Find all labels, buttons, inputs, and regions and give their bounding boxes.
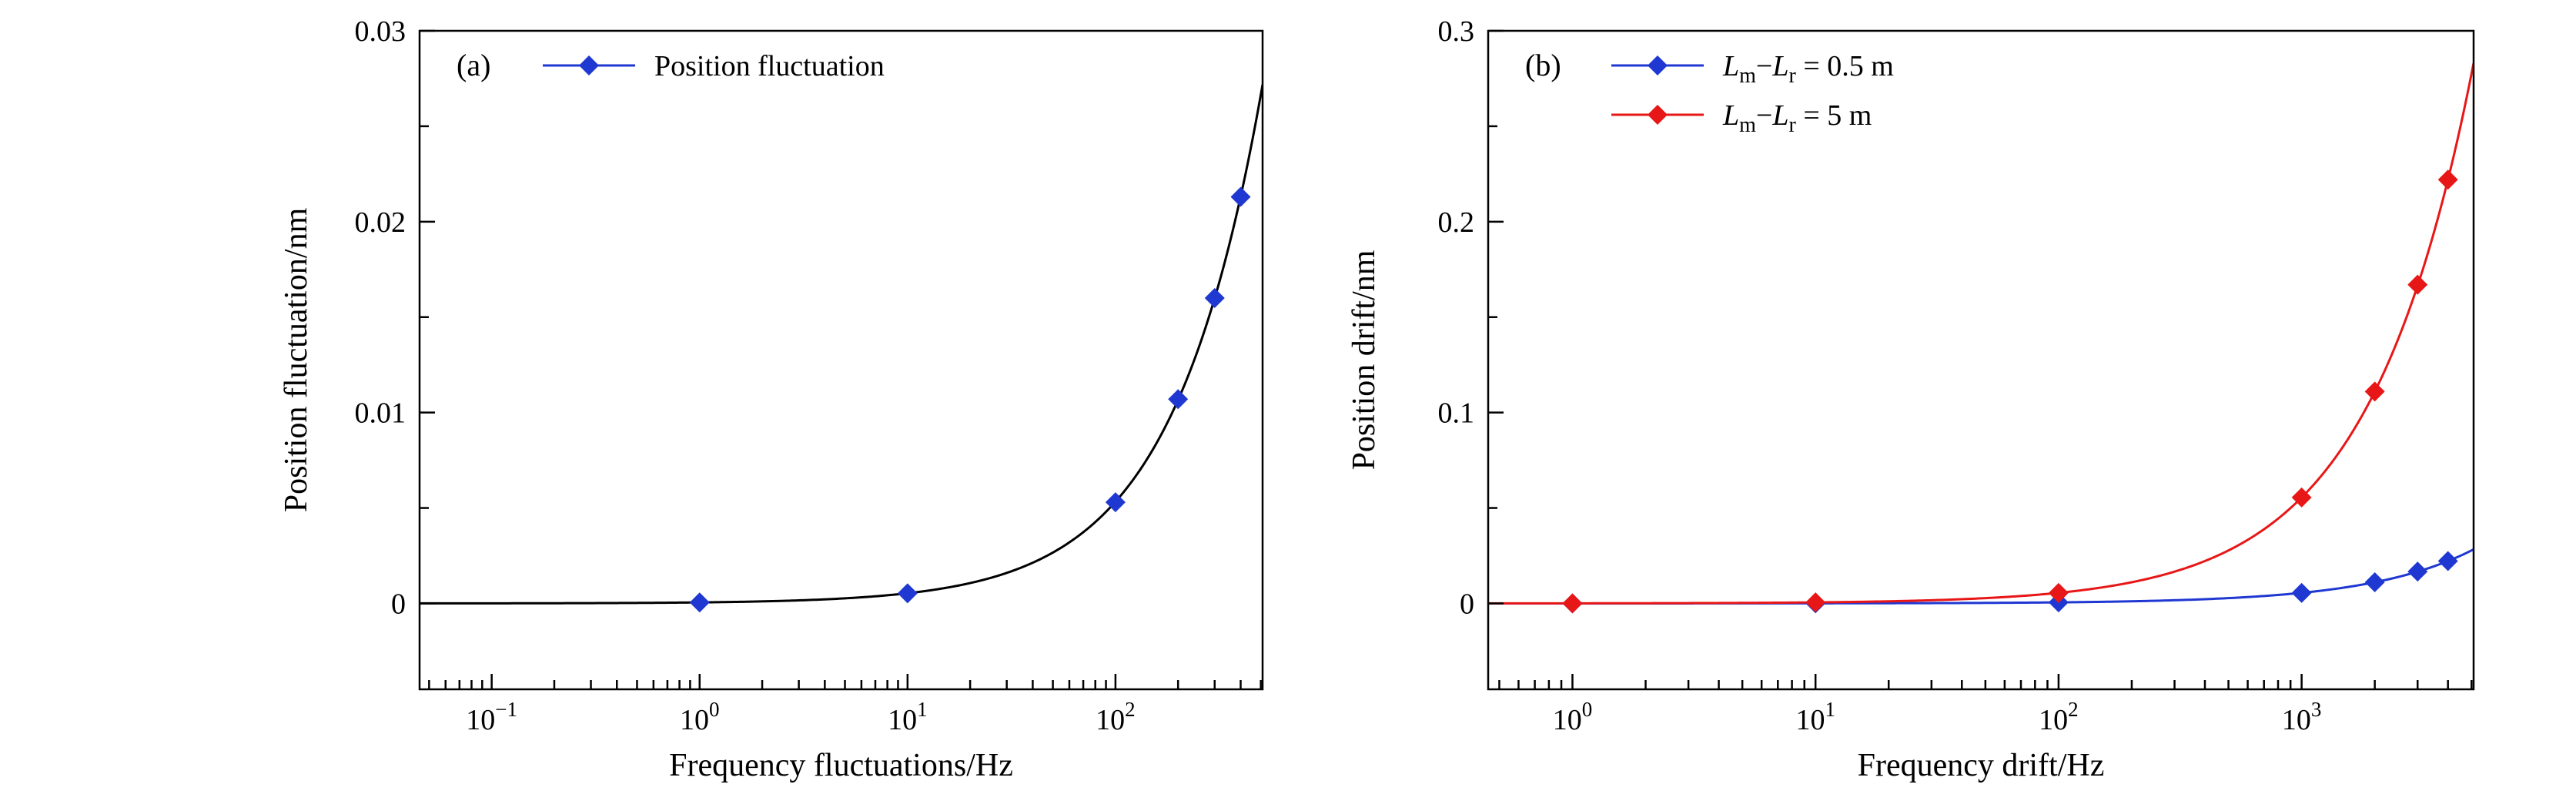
x-axis-title: Frequency fluctuations/Hz bbox=[669, 748, 1013, 783]
data-point-diamond bbox=[1204, 287, 1225, 308]
data-point-diamond bbox=[2407, 274, 2428, 295]
panel-b-chart: 100 101 102 103 0 0.1 0.2 0.3 Frequency drift/Hz… bbox=[1347, 15, 2475, 783]
x-tick-label: 101 bbox=[1795, 698, 1835, 736]
axis-tick-labels: 10−1 100 101 102 0 0.01 0.02 0.03 bbox=[355, 15, 1136, 736]
legend-marker bbox=[1648, 105, 1668, 125]
data-point-diamond bbox=[2364, 381, 2385, 402]
axis-ticks bbox=[420, 29, 1262, 689]
x-tick-label: 103 bbox=[2282, 698, 2322, 736]
data-point-diamond bbox=[1230, 186, 1251, 207]
panel-a-chart: 10−1 100 101 102 0 0.01 0.02 0.03 Frequency fluc… bbox=[279, 15, 1264, 783]
series-markers-a-0 bbox=[689, 186, 1251, 613]
data-point-diamond bbox=[2364, 571, 2385, 592]
plot-border bbox=[1487, 29, 2475, 691]
series-curve-b-1 bbox=[1488, 62, 2474, 605]
x-axis-title: Frequency drift/Hz bbox=[1858, 748, 2105, 783]
x-tick-label: 10−1 bbox=[466, 698, 517, 736]
panel-label: (a) bbox=[457, 48, 490, 82]
data-point-diamond bbox=[2048, 582, 2069, 603]
panel-label: (b) bbox=[1525, 48, 1561, 82]
data-point-diamond bbox=[1805, 592, 1826, 613]
y-tick-label: 0.3 bbox=[1438, 15, 1475, 48]
data-point-diamond bbox=[689, 592, 710, 613]
y-tick-label: 0 bbox=[1460, 588, 1474, 620]
data-point-diamond bbox=[2291, 582, 2312, 603]
axis-ticks bbox=[1488, 29, 2473, 689]
data-point-diamond bbox=[2437, 551, 2458, 571]
plot-border bbox=[418, 29, 1264, 691]
legend-marker bbox=[1648, 55, 1668, 75]
plot-area-a bbox=[420, 84, 1263, 613]
x-tick-label: 101 bbox=[888, 698, 928, 736]
data-point-diamond bbox=[2437, 169, 2458, 190]
data-point-diamond bbox=[1562, 593, 1583, 614]
series-curve-a-0 bbox=[420, 84, 1263, 605]
series-curve-b-0 bbox=[1488, 548, 2474, 605]
y-axis-title: Position drift/nm bbox=[1347, 250, 1382, 470]
axis-tick-labels: 100 101 102 103 0 0.1 0.2 0.3 bbox=[1438, 15, 2322, 736]
x-tick-label: 100 bbox=[1553, 698, 1593, 736]
y-tick-label: 0.03 bbox=[355, 15, 406, 48]
plot-area-b bbox=[1488, 62, 2474, 614]
data-point-diamond bbox=[1105, 492, 1126, 513]
data-point-diamond bbox=[897, 583, 918, 604]
y-tick-label: 0 bbox=[391, 588, 406, 620]
y-tick-label: 0.02 bbox=[355, 206, 406, 239]
data-point-diamond bbox=[2407, 561, 2428, 582]
legend-label: Lm−Lr = 5 m bbox=[1722, 99, 1872, 137]
x-tick-label: 102 bbox=[1096, 698, 1136, 736]
data-point-diamond bbox=[1168, 389, 1189, 410]
x-tick-label: 100 bbox=[680, 698, 720, 736]
y-tick-label: 0.2 bbox=[1438, 206, 1475, 239]
legend-label: Position fluctuation bbox=[654, 50, 885, 82]
legend-label: Lm−Lr = 0.5 m bbox=[1722, 50, 1894, 88]
series-markers-b-1 bbox=[1562, 169, 2458, 614]
data-point-diamond bbox=[2291, 487, 2312, 508]
y-tick-label: 0.1 bbox=[1438, 397, 1475, 430]
x-tick-label: 102 bbox=[2039, 698, 2079, 736]
y-tick-label: 0.01 bbox=[355, 397, 406, 430]
legend-marker bbox=[579, 55, 599, 75]
y-axis-title: Position fluctuation/nm bbox=[279, 207, 314, 512]
